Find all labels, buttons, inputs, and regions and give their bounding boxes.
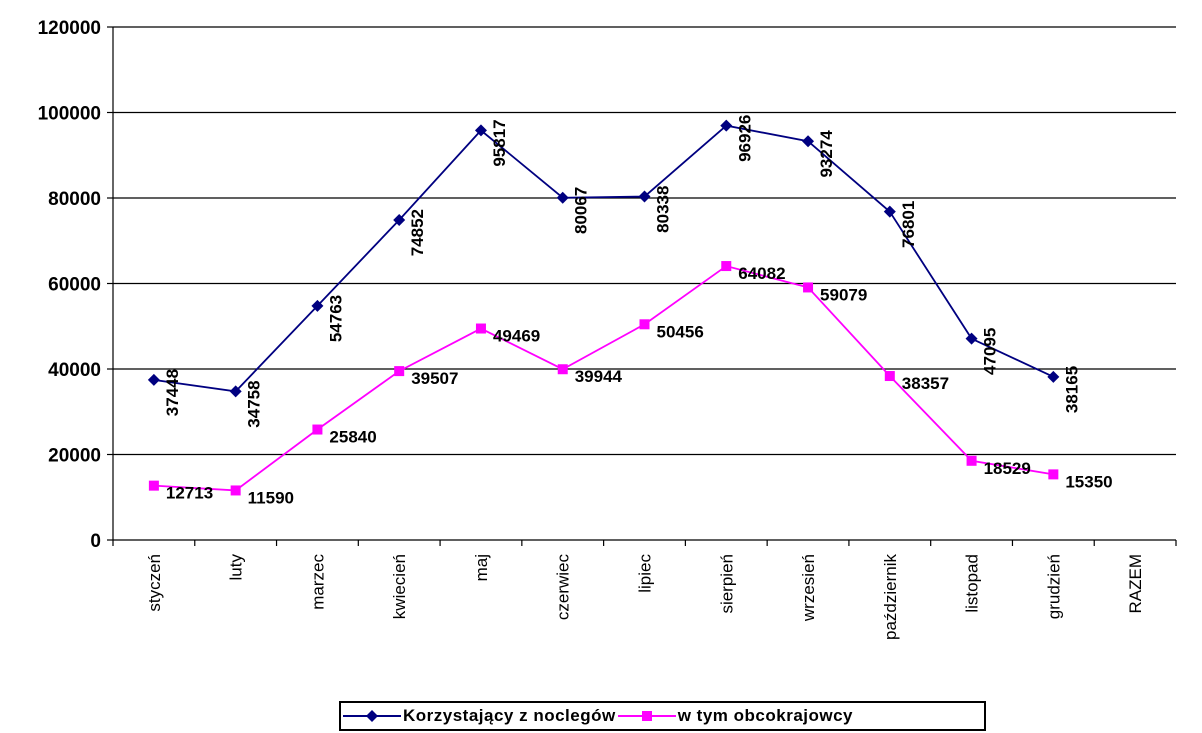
data-label: 25840: [329, 428, 376, 447]
series-line-2: [153, 265, 1054, 492]
line-chart: 0 20000 40000 60000 80000 100000 120000 stycze…: [38, 18, 1177, 640]
y-tick-label: 60000: [48, 275, 101, 296]
x-tick-label: listopad: [963, 554, 982, 613]
data-point: [394, 366, 405, 377]
x-tick-label: maj: [472, 554, 491, 581]
data-label: 95817: [490, 119, 509, 166]
gridlines: [113, 26, 1176, 456]
legend-label-series-1: Korzystający z noclegów: [403, 706, 616, 725]
series-line-1: [153, 124, 1054, 393]
data-label: 93274: [817, 130, 836, 178]
x-tick-label: sierpień: [717, 554, 736, 614]
data-point: [803, 282, 814, 293]
x-axis-ticks: styczeń luty marzec kwiecień maj czerwiec lipi…: [112, 540, 1177, 640]
x-tick-label: grudzień: [1044, 554, 1063, 619]
data-label: 59079: [820, 285, 867, 304]
y-axis-ticks: 0 20000 40000 60000 80000 100000 120000: [38, 18, 113, 552]
data-label: 80067: [572, 187, 591, 234]
data-label: 64082: [738, 264, 785, 283]
x-tick-label: styczeń: [145, 554, 164, 612]
x-tick-label: kwiecień: [390, 554, 409, 619]
data-label: 12713: [166, 484, 213, 503]
data-label: 49469: [493, 327, 540, 346]
data-label: 39944: [575, 367, 623, 386]
data-point: [721, 261, 732, 272]
legend-label-series-2: w tym obcokrajowcy: [677, 706, 854, 725]
data-label: 47095: [981, 328, 1000, 375]
y-tick-label: 0: [90, 531, 101, 552]
x-tick-label: październik: [881, 554, 900, 640]
data-point: [393, 214, 406, 227]
data-label: 11590: [248, 488, 294, 507]
x-tick-label: marzec: [308, 554, 327, 610]
data-point: [965, 332, 978, 345]
data-label: 54763: [326, 295, 345, 342]
legend-diamond-icon: [343, 710, 401, 722]
legend-item-series-2: w tym obcokrajowcy: [616, 703, 853, 729]
data-label: 39507: [411, 369, 458, 388]
data-label: 76801: [899, 201, 918, 248]
data-point: [639, 319, 650, 330]
x-tick-label: wrzesień: [799, 554, 818, 622]
legend: Korzystający z noclegów w tym obcokrajow…: [339, 701, 986, 731]
data-point: [148, 480, 159, 491]
data-point: [802, 135, 815, 148]
series-group: [147, 119, 1060, 496]
data-label: 37448: [163, 369, 182, 416]
data-point: [883, 205, 896, 218]
axes: [112, 27, 1176, 541]
data-label: 18529: [984, 459, 1031, 478]
data-point: [1048, 469, 1059, 480]
data-label: 38165: [1062, 366, 1081, 413]
data-label: 96926: [735, 115, 754, 162]
data-label: 38357: [902, 374, 949, 393]
data-point: [638, 190, 651, 203]
legend-square-icon: [617, 711, 676, 721]
x-tick-label: luty: [227, 554, 246, 581]
data-label: 74852: [408, 209, 427, 256]
x-tick-label: RAZEM: [1126, 554, 1145, 614]
data-point: [1047, 370, 1060, 383]
y-tick-label: 40000: [48, 360, 101, 381]
data-point: [884, 371, 895, 382]
data-label: 34758: [245, 380, 264, 427]
data-label: 80338: [654, 186, 673, 233]
legend-item-series-1: Korzystający z noclegów: [341, 703, 616, 729]
x-tick-label: lipiec: [636, 554, 655, 593]
x-tick-label: czerwiec: [554, 554, 573, 621]
data-point: [147, 373, 160, 386]
y-tick-label: 100000: [38, 104, 101, 125]
data-point: [474, 124, 487, 137]
y-tick-label: 120000: [38, 18, 101, 39]
data-label: 15350: [1065, 472, 1112, 491]
data-labels: 37448 34758 54763 74852 95817 80067 80338 96926…: [163, 115, 1113, 508]
data-point: [229, 385, 242, 398]
data-label: 50456: [657, 322, 704, 341]
data-point: [720, 119, 733, 132]
data-point: [557, 364, 568, 375]
data-point: [230, 485, 241, 496]
y-tick-label: 20000: [48, 446, 101, 467]
data-point: [475, 323, 486, 334]
data-point: [556, 191, 569, 204]
data-point: [312, 424, 323, 435]
data-point: [311, 299, 324, 312]
data-point: [966, 455, 977, 466]
y-tick-label: 80000: [48, 189, 101, 210]
